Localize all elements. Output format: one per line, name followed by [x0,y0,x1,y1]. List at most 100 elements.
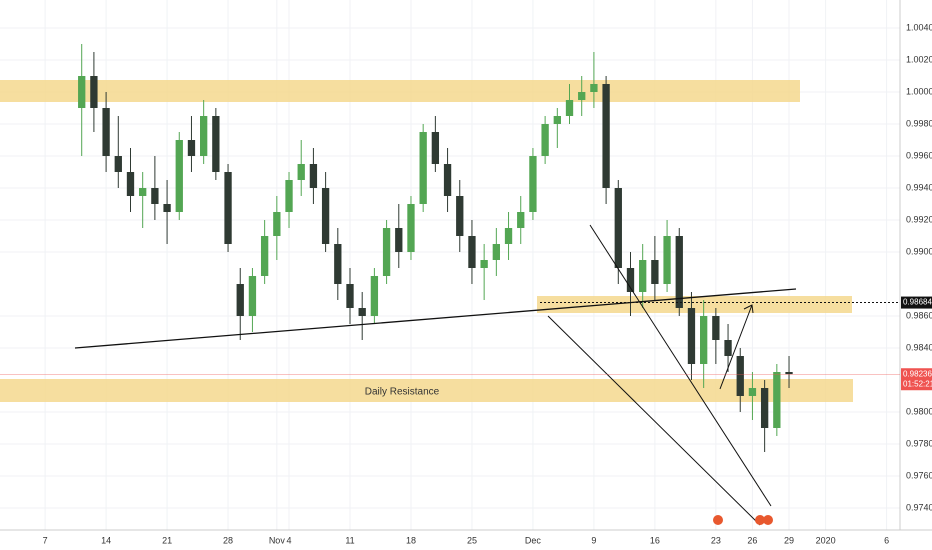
candle-body [309,164,318,188]
candle-body [687,308,696,364]
candle-body [590,84,598,92]
candle-body [614,188,622,268]
candle-body [321,188,330,244]
candle-body [248,276,257,316]
candle-body [358,308,366,316]
candle-body [102,108,110,156]
candle-body [443,164,452,196]
candles [78,44,793,452]
x-tick-label: 29 [784,535,794,545]
candle-body [626,268,635,292]
wedge-line [547,315,761,526]
x-tick-label: 4 [287,535,292,545]
y-tick-label: 1.00200 [906,54,932,64]
event-icon [763,515,773,525]
supply-zone [0,80,800,102]
candle-body [553,116,561,124]
target-price-box [901,296,932,309]
candle-body [773,372,781,428]
x-tick-label: 28 [223,535,233,545]
candle-body [187,140,196,156]
x-tick-label: 14 [101,535,111,545]
candle-body [200,116,208,156]
projection-arrow [719,304,754,390]
candle-body [578,92,586,100]
candle-body [139,188,147,196]
candle-body [236,284,244,316]
candle-body [395,228,403,252]
x-tick-label: 18 [406,535,416,545]
candle-body [114,156,122,172]
candle-body [382,228,391,276]
x-tick-label: 16 [650,535,660,545]
countdown-label: 01:52:21 [903,379,932,388]
candle-body [334,244,342,284]
resistance-zone [0,379,853,402]
event-icon [755,515,765,525]
last-price-box [901,368,932,391]
candle-body [224,172,232,244]
candle-body [163,204,171,212]
candle-body [785,372,793,375]
target-price-label: 0.98684 [903,298,932,307]
x-tick-label: 11 [345,535,354,545]
candle-body [431,132,440,164]
candle-body [151,188,159,204]
candle-body [419,132,427,204]
zone-label: Daily Resistance [365,387,440,398]
x-tick-label: 26 [747,535,757,545]
x-tick-label: 7 [43,535,48,545]
x-tick-label: Dec [525,535,542,545]
x-tick-label: 21 [162,535,172,545]
candle-body [748,388,757,396]
candle-body [370,276,379,316]
trend-line [74,288,797,349]
candle-body [260,236,269,276]
candle-body [760,388,769,428]
candle-body [346,284,354,308]
candle-body [468,236,476,268]
candle-body [663,236,671,284]
y-tick-label: 1.00400 [906,22,932,32]
candle-body [504,228,513,244]
candle-body [126,172,135,196]
candle-body [565,100,574,116]
candle-body [541,124,549,156]
candle-body [712,316,720,340]
candle-body [492,244,500,260]
target-zone [537,296,852,313]
x-tick-label: 6 [884,535,889,545]
candle-body [651,260,659,284]
x-tick-label: 9 [591,535,596,545]
candle-body [517,212,525,228]
candle-body [529,156,537,212]
candle-body [675,236,683,308]
candle-body [273,212,281,236]
event-icon [713,515,723,525]
candle-body [297,164,305,180]
candle-body [724,340,732,356]
candle-body [480,260,488,268]
x-tick-label: 23 [711,535,721,545]
candle-body [639,260,647,292]
last-price-label: 0.98236 [903,369,932,378]
x-tick-label: Nov [269,535,286,545]
x-tick-label: 25 [467,535,477,545]
candle-body [407,204,415,252]
candle-body [456,196,464,236]
candle-body [78,76,86,108]
y-tick-label: 0.97400 [906,502,932,512]
candle-body [700,316,708,364]
candle-body [736,356,744,396]
